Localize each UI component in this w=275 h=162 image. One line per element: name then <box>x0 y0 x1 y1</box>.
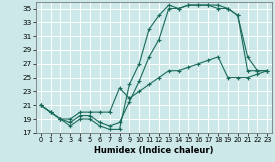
X-axis label: Humidex (Indice chaleur): Humidex (Indice chaleur) <box>94 146 214 155</box>
